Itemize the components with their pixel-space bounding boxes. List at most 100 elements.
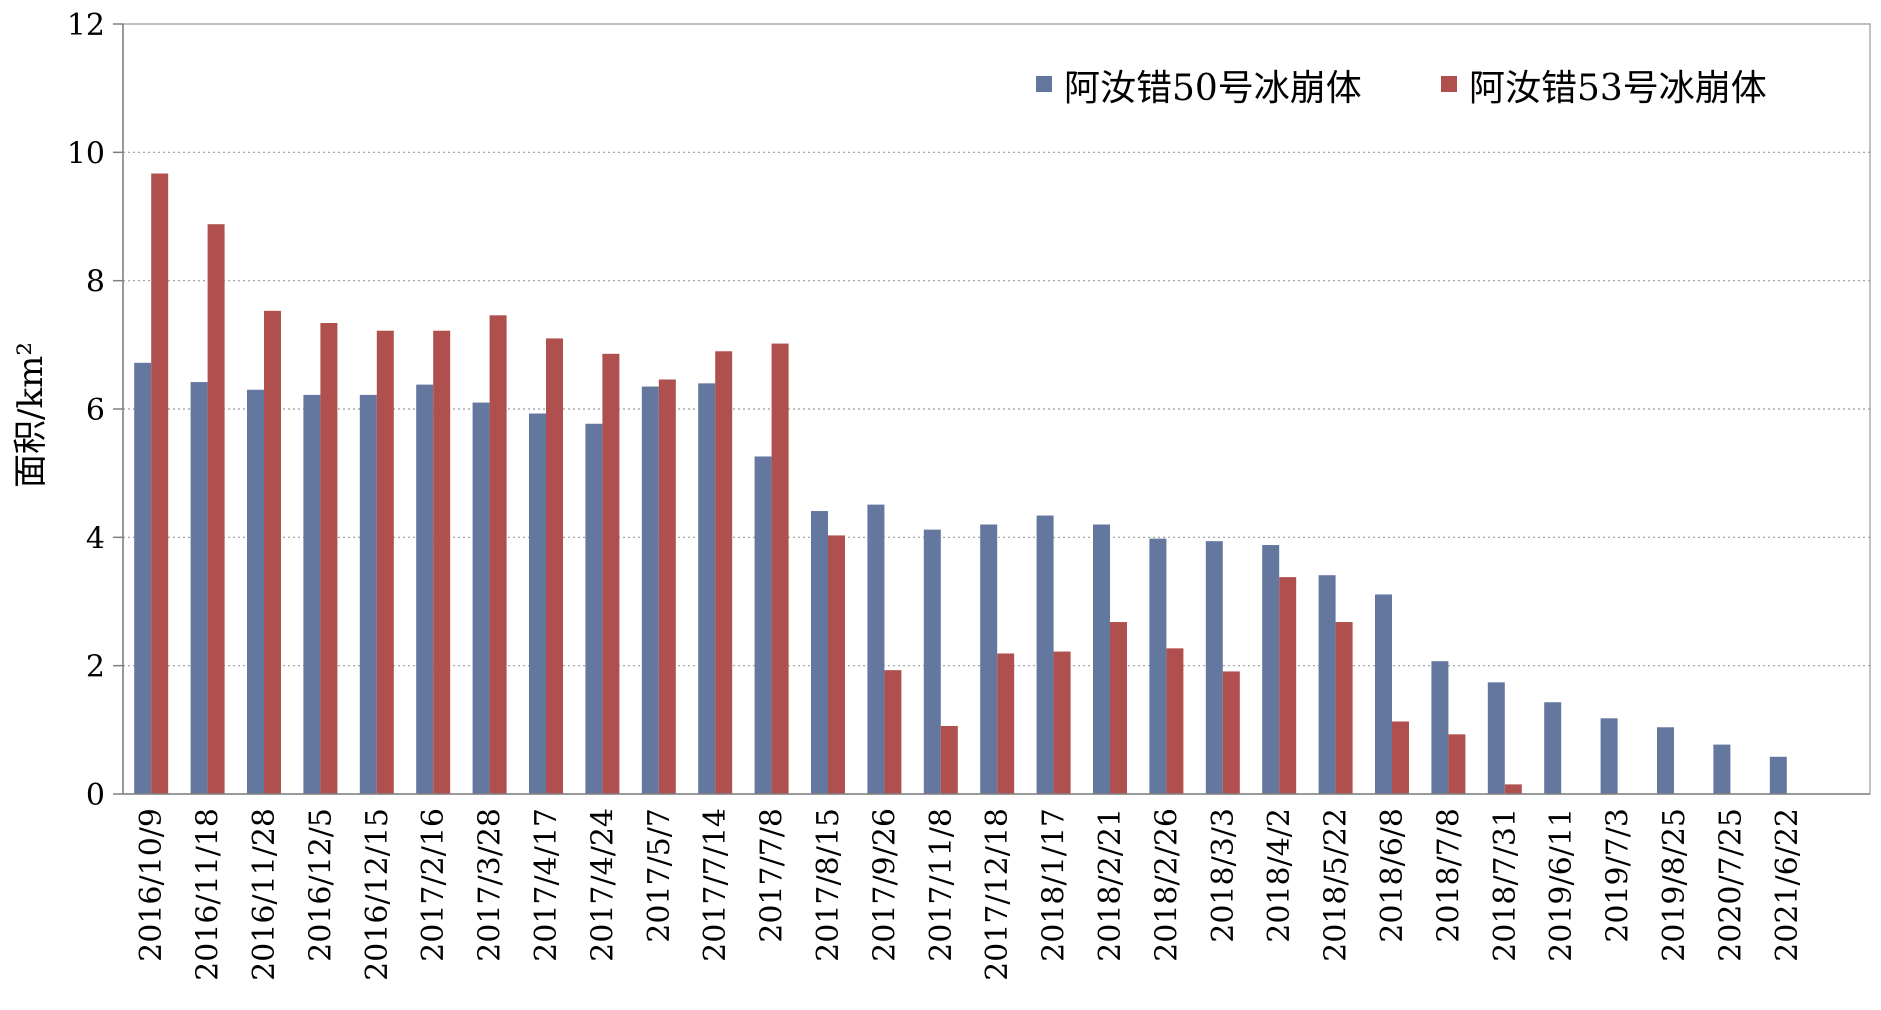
bar-series-1 — [320, 323, 338, 794]
x-tick-label: 2018/7/31 — [1488, 808, 1523, 962]
bar-series-1 — [715, 351, 733, 794]
y-axis-label: 面积/km² — [11, 342, 51, 488]
bar-series-1 — [1504, 784, 1522, 794]
bar-series-0 — [811, 511, 828, 794]
x-tick-label: 2018/7/8 — [1431, 808, 1466, 943]
bar-series-0 — [1318, 575, 1336, 794]
x-tick-label: 2017/9/26 — [867, 808, 902, 962]
x-tick-label: 2019/6/11 — [1544, 808, 1579, 962]
x-tick-label: 2016/11/28 — [247, 808, 282, 981]
y-tick-label: 6 — [86, 393, 105, 428]
x-tick-label: 2016/12/15 — [360, 808, 395, 981]
x-tick-label: 2017/7/14 — [698, 808, 733, 962]
bar-series-0 — [303, 394, 321, 794]
bar-series-1 — [433, 330, 451, 794]
legend-swatch-series-50 — [1036, 76, 1052, 92]
bar-series-0 — [1713, 744, 1731, 794]
bar-series-0 — [134, 362, 152, 794]
x-tick-label: 2016/10/9 — [134, 808, 169, 962]
x-tick-label: 2017/5/7 — [642, 808, 677, 943]
bar-series-0 — [923, 529, 941, 794]
bar-series-0 — [698, 383, 716, 794]
x-tick-label: 2019/7/3 — [1601, 808, 1636, 943]
x-tick-label: 2018/2/21 — [1093, 808, 1128, 962]
x-tick-label: 2017/4/24 — [585, 808, 620, 962]
bar-series-0 — [1093, 524, 1110, 794]
bar-series-1 — [997, 653, 1015, 794]
bar-series-1 — [1110, 622, 1127, 794]
bar-series-1 — [884, 670, 902, 794]
bar-series-1 — [1392, 721, 1409, 794]
x-tick-labels: 2016/10/9 2016/11/18 2016/11/28 2016/12/5 20… — [134, 808, 1805, 981]
bar-series-0 — [1487, 682, 1505, 794]
x-tick-label: 2019/8/25 — [1657, 808, 1692, 962]
x-tick-label: 2017/12/18 — [980, 808, 1015, 981]
x-tick-label: 2017/8/15 — [811, 808, 846, 962]
y-tick-labels: 0 2 4 6 8 10 12 — [67, 8, 105, 813]
y-tick-label: 10 — [67, 136, 105, 171]
x-tick-label: 2016/11/18 — [191, 808, 226, 981]
x-tick-label: 2021/6/22 — [1770, 808, 1805, 962]
x-tick-label: 2018/5/22 — [1319, 808, 1354, 962]
legend: 阿汝错50号冰崩体 阿汝错53号冰崩体 — [1036, 68, 1767, 109]
x-tick-label: 2018/4/2 — [1262, 808, 1297, 943]
bar-series-0 — [247, 389, 264, 794]
bar-series-0 — [1149, 538, 1167, 794]
bar-series-1 — [151, 173, 169, 795]
bar-series-0 — [359, 394, 377, 794]
bar-series-0 — [472, 402, 490, 794]
bar-series-0 — [754, 456, 772, 794]
y-tick-label: 12 — [67, 8, 105, 43]
legend-swatch-series-53 — [1441, 76, 1457, 92]
x-tick-label: 2016/12/5 — [303, 808, 338, 962]
bar-series-1 — [828, 535, 845, 794]
bar-series-1 — [1279, 577, 1297, 794]
bar-series-0 — [641, 386, 659, 794]
bar-series-0 — [1600, 718, 1618, 794]
bar-series-0 — [867, 504, 885, 794]
legend-label-series-50: 阿汝错50号冰崩体 — [1064, 68, 1362, 109]
bar-series-1 — [489, 315, 507, 794]
bar-series-1 — [546, 338, 563, 794]
bar-series-0 — [1657, 727, 1674, 794]
bar-series-1 — [1053, 651, 1071, 794]
bar-series-1 — [771, 343, 789, 794]
bar-series-1 — [207, 224, 225, 794]
x-tick-label: 2017/7/8 — [755, 808, 790, 943]
x-tick-label: 2017/4/17 — [529, 808, 564, 962]
bar-series-0 — [190, 382, 208, 794]
bar-series-1 — [376, 330, 394, 794]
legend-label-series-53: 阿汝错53号冰崩体 — [1469, 68, 1767, 109]
bar-series-1 — [658, 379, 676, 794]
bar-series-0 — [1769, 756, 1787, 794]
bar-series-0 — [1036, 515, 1054, 794]
bar-series-0 — [529, 413, 546, 794]
bar-series-0 — [1262, 545, 1280, 794]
x-tick-label: 2017/3/28 — [473, 808, 508, 962]
x-tick-label: 2018/1/17 — [1037, 808, 1072, 962]
bar-series-1 — [1222, 671, 1240, 794]
bar-series-1 — [1166, 648, 1184, 794]
x-tick-label: 2018/6/8 — [1375, 808, 1410, 943]
y-tick-label: 8 — [86, 265, 105, 300]
bar-series-1 — [1335, 622, 1353, 794]
bars — [134, 173, 1787, 795]
x-tick-label: 2017/2/16 — [416, 808, 451, 962]
y-tick-label: 4 — [86, 521, 105, 556]
bar-series-0 — [1544, 702, 1562, 794]
bar-series-0 — [416, 384, 434, 794]
axes — [113, 23, 1871, 795]
x-tick-label: 2018/2/26 — [1149, 808, 1184, 962]
bar-series-1 — [264, 310, 281, 794]
x-tick-label: 2020/7/25 — [1713, 808, 1748, 962]
bar-series-0 — [1375, 594, 1392, 794]
bar-series-1 — [940, 725, 958, 794]
bar-series-1 — [602, 353, 620, 794]
y-tick-label: 0 — [86, 778, 105, 813]
bar-series-0 — [1205, 541, 1223, 794]
x-tick-label: 2017/11/8 — [924, 808, 959, 962]
bar-series-1 — [1448, 734, 1466, 794]
bar-series-0 — [1431, 661, 1449, 794]
